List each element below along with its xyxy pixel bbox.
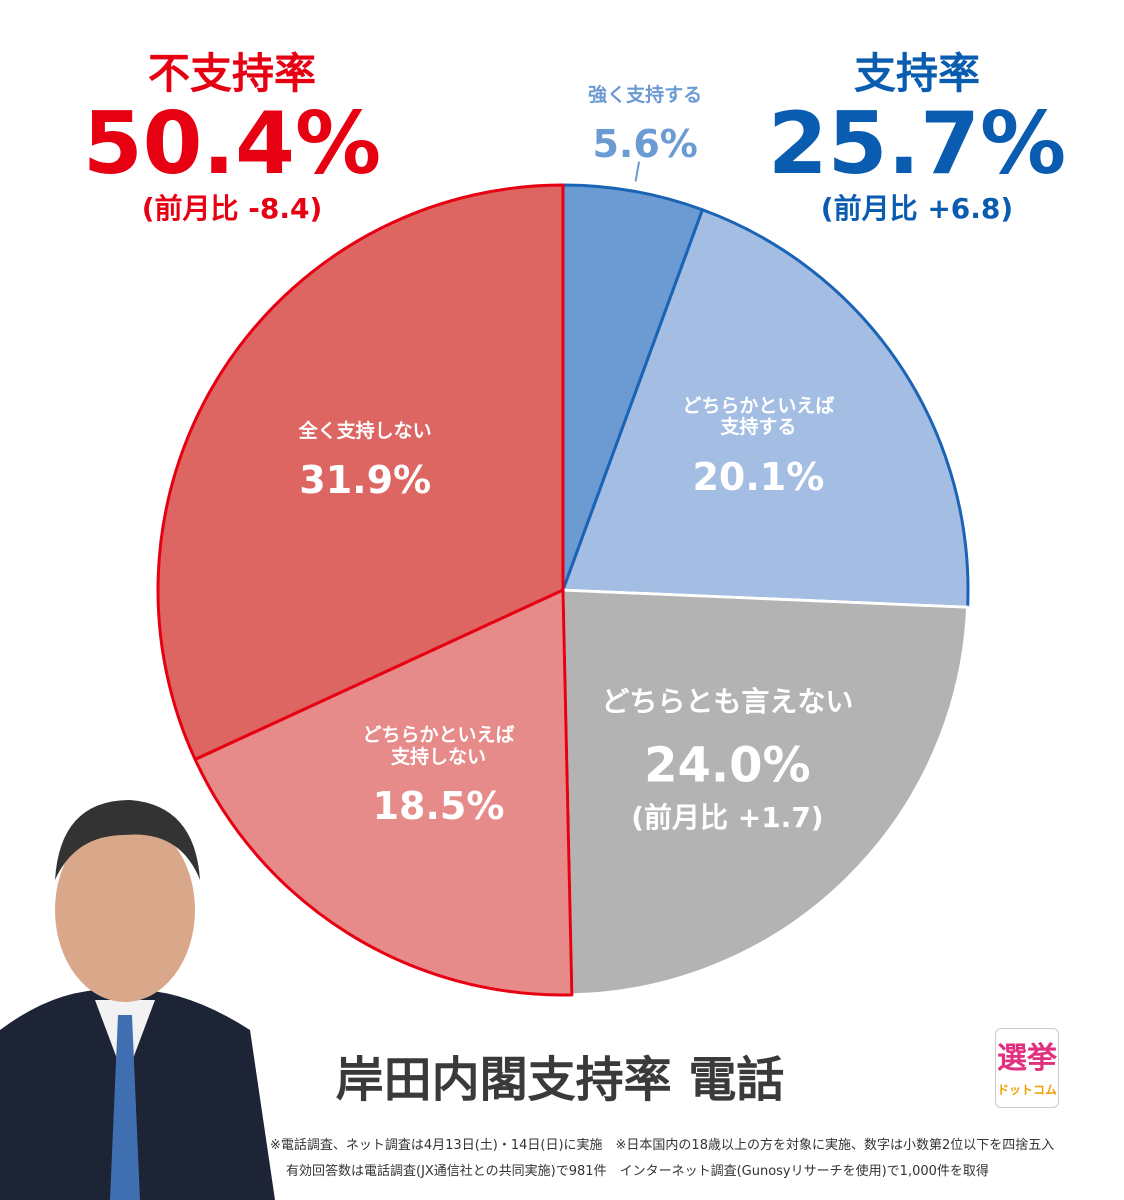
summary: 支持率 25.7% (前月比 +6.8)	[768, 40, 1066, 227]
logo-text: 選挙	[997, 1041, 1057, 1076]
summary-change: (前月比 +6.8)	[820, 192, 1014, 225]
leader-line	[634, 161, 641, 182]
slice-label: 全く支持しない	[298, 420, 432, 443]
slice-label: どちらかといえば 支持する	[682, 394, 835, 439]
pie	[156, 183, 970, 997]
slice	[156, 183, 565, 761]
value-label: 24.0%	[644, 737, 811, 794]
value-label: 18.5%	[372, 784, 505, 829]
slice	[193, 588, 574, 997]
summary-change: (前月比 -8.4)	[141, 192, 323, 225]
chart-title: 岸田内閣支持率 電話	[335, 1052, 785, 1108]
slice-label: どちらかといえば 支持しない	[362, 724, 515, 769]
slice	[561, 183, 704, 592]
note: 有効回答数は電話調査(JX通信社との共同実施)で981件 インターネット調査(G…	[286, 1164, 989, 1179]
summary: 不支持率 50.4% (前月比 -8.4)	[83, 40, 381, 227]
logo: 選挙 ドットコム	[995, 1028, 1059, 1108]
summary-value: 25.7%	[767, 94, 1067, 194]
note: ※電話調査、ネット調査は4月13日(土)・14日(日)に実施 ※日本国内の18歳…	[270, 1138, 1055, 1153]
notes: ※電話調査、ネット調査は4月13日(土)・14日(日)に実施 ※日本国内の18歳…	[270, 1133, 1054, 1185]
logo-text: ドットコム	[996, 1083, 1057, 1097]
summary-label: 不支持率	[147, 49, 317, 98]
slice	[561, 208, 970, 609]
summary-label: 支持率	[853, 49, 981, 98]
photo	[0, 800, 275, 1200]
value-label: 31.9%	[299, 458, 432, 503]
value-label: 5.6%	[592, 122, 698, 167]
slice-label: 強く支持する	[588, 84, 703, 107]
slice	[561, 588, 970, 997]
value-label: 20.1%	[692, 454, 825, 499]
summary-value: 50.4%	[82, 94, 382, 194]
change-label: (前月比 +1.7)	[631, 800, 824, 834]
slice-label: どちらとも言えない	[601, 684, 854, 718]
